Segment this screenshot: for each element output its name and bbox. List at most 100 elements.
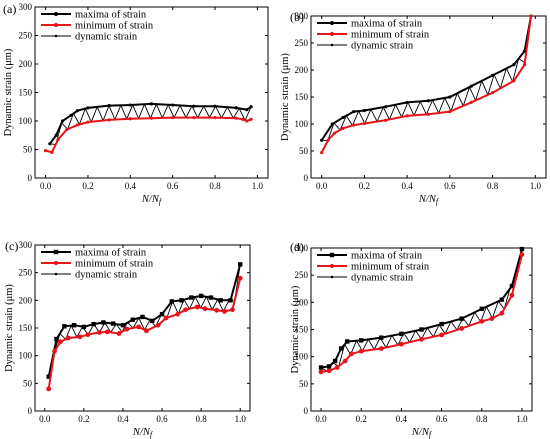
- minimum-point: [352, 123, 356, 127]
- minimum-point: [58, 339, 63, 345]
- maxima-series-line: [47, 264, 242, 377]
- y-tick-label: 50: [23, 145, 33, 155]
- minimum-point: [77, 334, 83, 340]
- x-tick-label: 0.4: [402, 181, 414, 191]
- y-tick-label: 250: [295, 38, 309, 48]
- minimum-point: [399, 341, 404, 347]
- maxima-point: [320, 138, 324, 142]
- minimum-point: [326, 138, 330, 142]
- minimum-point: [523, 63, 527, 67]
- chart-panel-4: 0 50 100 150 200 250 300 0.0 0.2 0.4 0.6 0.8 1.0 N/Nf…: [290, 240, 533, 439]
- minimum-point: [65, 127, 69, 132]
- plot-frame: [34, 6, 269, 179]
- legend-marker: [54, 23, 58, 27]
- y-tick-label: 0: [304, 173, 309, 183]
- x-tick-label: 0.0: [39, 414, 51, 424]
- panel-label: (d): [290, 240, 304, 254]
- legend-entry: maxima of strain: [351, 19, 423, 30]
- maxima-point: [189, 295, 194, 300]
- maxima-point: [128, 103, 132, 107]
- maxima-point: [318, 365, 324, 370]
- minimum-point: [43, 149, 48, 153]
- maxima-point: [54, 336, 59, 342]
- minimum-point: [65, 335, 71, 341]
- minimum-point: [230, 307, 235, 313]
- maxima-point: [48, 142, 52, 146]
- maxima-point: [46, 374, 51, 379]
- maxima-point: [110, 321, 116, 326]
- maxima-point: [448, 95, 452, 99]
- minimum-series-line: [320, 254, 523, 373]
- legend-entry: maxima of strain: [75, 248, 147, 259]
- minimum-point: [192, 115, 196, 120]
- minimum-point: [479, 318, 485, 324]
- maxima-point: [326, 364, 332, 369]
- minimum-point: [358, 348, 364, 354]
- legend-marker: [330, 275, 334, 279]
- legend-marker: [54, 261, 58, 265]
- minimum-series-line: [45, 116, 252, 154]
- minimum-point: [362, 121, 367, 126]
- minimum-point: [171, 115, 175, 120]
- y-tick-label: 200: [295, 297, 309, 307]
- y-axis-label: Dynamic strain (μm): [280, 53, 291, 141]
- legend-marker: [54, 272, 58, 276]
- x-tick-label: 0.6: [167, 181, 179, 191]
- x-tick-label: 0.2: [82, 181, 93, 191]
- minimum-point: [405, 114, 409, 118]
- maxima-point: [238, 262, 243, 267]
- minimum-point: [85, 332, 91, 338]
- x-tick-label: 1.0: [235, 414, 247, 424]
- legend-entry: minimum of strain: [351, 262, 430, 273]
- maxima-point: [384, 105, 388, 109]
- maxima-point: [101, 320, 106, 325]
- maxima-point: [459, 316, 464, 321]
- maxima-point: [362, 108, 367, 113]
- y-tick-label: 50: [299, 379, 309, 389]
- maxima-point: [338, 346, 344, 351]
- minimum-point: [144, 328, 149, 334]
- minimum-point: [107, 118, 111, 122]
- minimum-point: [222, 309, 227, 314]
- legend-marker: [330, 264, 334, 268]
- minimum-point: [136, 324, 141, 330]
- minimum-point: [341, 126, 345, 130]
- minimum-point: [519, 252, 525, 257]
- x-tick-label: 1.0: [530, 181, 542, 191]
- x-axis-label: N/Nf: [418, 194, 440, 206]
- maxima-point: [218, 298, 223, 303]
- y-tick-label: 300: [19, 240, 33, 250]
- maxima-point: [405, 100, 409, 104]
- chart-panel-3: 0 50 100 150 200 250 300 0.0 0.2 0.4 0.6 0.8 1.0 N/Nf…: [4, 239, 251, 439]
- maxima-point: [198, 293, 204, 299]
- maxima-point: [150, 318, 155, 324]
- minimum-point: [46, 386, 52, 392]
- minimum-point: [183, 307, 188, 313]
- maxima-point: [341, 115, 345, 120]
- x-tick-label: 0.4: [396, 414, 408, 424]
- y-tick-label: 300: [295, 11, 309, 21]
- legend-marker: [53, 249, 59, 255]
- maxima-point: [479, 306, 484, 312]
- maxima-point: [86, 106, 90, 110]
- minimum-point: [426, 112, 431, 116]
- minimum-point: [419, 336, 424, 342]
- maxima-point: [519, 246, 525, 252]
- minimum-point: [249, 117, 253, 121]
- x-tick-label: 0.4: [117, 414, 129, 424]
- maxima-point: [192, 104, 196, 108]
- x-axis-label: N/Nf: [132, 427, 154, 439]
- maxima-point: [71, 323, 77, 328]
- x-axis-label: N/Nf: [411, 427, 433, 439]
- panel-label: (a): [3, 2, 16, 16]
- maxima-point: [91, 321, 96, 327]
- maxima-point: [179, 298, 184, 303]
- maxima-point: [54, 133, 58, 137]
- x-tick-label: 0.6: [436, 414, 448, 424]
- y-tick-label: 0: [28, 406, 33, 416]
- maxima-point: [249, 105, 253, 109]
- minimum-point: [489, 316, 495, 322]
- y-tick-label: 200: [19, 295, 33, 305]
- maxima-point: [499, 297, 505, 302]
